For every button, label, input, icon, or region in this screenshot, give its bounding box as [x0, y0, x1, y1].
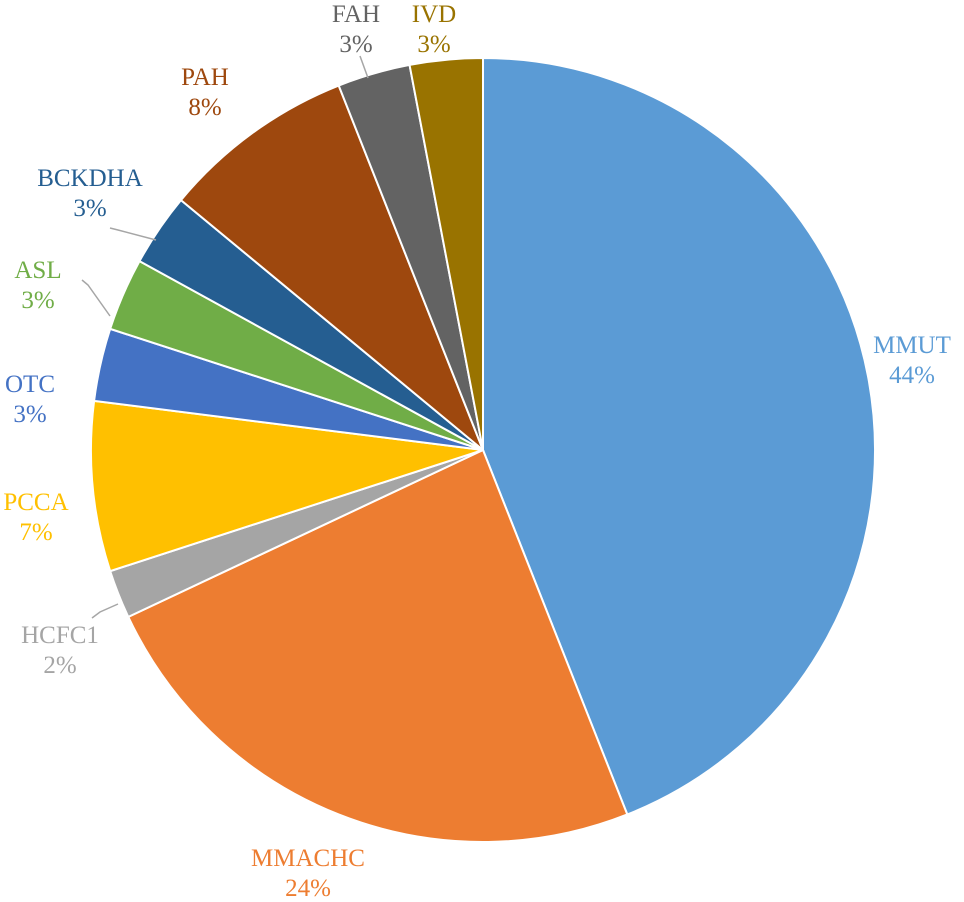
- data-label-fah: FAH 3%: [332, 1, 380, 58]
- category-label: PAH: [181, 64, 229, 91]
- data-label-mmut: MMUT 44%: [873, 332, 951, 389]
- category-label: IVD: [412, 1, 456, 28]
- pie-slice-ivd: [408, 56, 484, 451]
- percent-label: 3%: [73, 195, 106, 222]
- category-label: ASL: [14, 257, 61, 284]
- pie-slices: [90, 56, 876, 843]
- pie-slice-mmut: [482, 56, 876, 816]
- category-label: OTC: [5, 371, 55, 398]
- percent-label: 24%: [285, 875, 331, 902]
- leader-line-asl: [81, 279, 111, 317]
- data-label-pcca: PCCA 7%: [3, 489, 68, 546]
- pie-slice-mmachc: [126, 448, 629, 843]
- percent-label: 3%: [13, 401, 46, 428]
- category-label: BCKDHA: [37, 165, 143, 192]
- category-label: MMUT: [873, 332, 951, 359]
- data-label-hcfc1: HCFC1 2%: [21, 622, 99, 679]
- category-label: MMACHC: [251, 845, 365, 872]
- data-label-mmachc: MMACHC 24%: [251, 845, 365, 902]
- percent-label: 3%: [21, 287, 54, 314]
- data-label-otc: OTC 3%: [5, 371, 55, 428]
- percent-label: 3%: [417, 31, 450, 58]
- pie-slice-pcca: [90, 399, 484, 573]
- data-label-ivd: IVD 3%: [412, 1, 456, 58]
- data-label-pah: PAH 8%: [181, 64, 229, 121]
- percent-label: 44%: [889, 362, 935, 389]
- percent-label: 7%: [19, 519, 52, 546]
- percent-label: 8%: [188, 94, 221, 121]
- percent-label: 3%: [339, 31, 372, 58]
- data-label-bckdha: BCKDHA 3%: [37, 165, 143, 222]
- leader-line-fah: [359, 55, 369, 79]
- data-label-asl: ASL 3%: [14, 257, 61, 314]
- percent-label: 2%: [43, 652, 76, 679]
- data-labels: MMUT 44%MMACHC 24%HCFC1 2%PCCA 7%OTC 3%ASL 3%B…: [3, 1, 951, 902]
- category-label: HCFC1: [21, 622, 99, 649]
- category-label: FAH: [332, 1, 380, 28]
- leader-line-hcfc1: [91, 603, 119, 619]
- pie-slice-pah: [179, 84, 484, 451]
- leader-line-bckdha: [109, 227, 157, 241]
- leader-lines: [81, 55, 369, 619]
- category-label: PCCA: [3, 489, 68, 516]
